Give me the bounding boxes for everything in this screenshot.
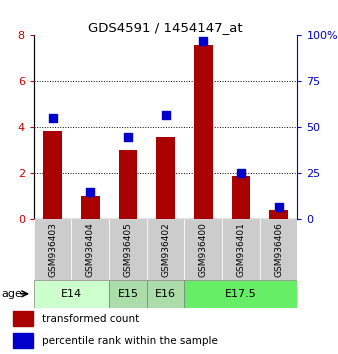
Text: age: age (2, 289, 23, 299)
Bar (34, 280, 109, 308)
Bar (147, 280, 185, 308)
Bar (232, 176, 250, 219)
Point (50, 115, 55, 121)
Bar (109, 219, 147, 280)
Bar (260, 219, 297, 280)
Bar (13, 333, 33, 348)
Bar (43, 131, 62, 219)
Bar (185, 280, 297, 308)
Bar (156, 137, 175, 219)
Bar (34, 219, 71, 280)
Text: transformed count: transformed count (43, 314, 140, 324)
Bar (109, 280, 147, 308)
Text: E16: E16 (155, 289, 176, 299)
Point (238, 171, 244, 176)
Text: GSM936403: GSM936403 (48, 222, 57, 277)
Text: GSM936400: GSM936400 (199, 222, 208, 277)
Text: GSM936405: GSM936405 (123, 222, 132, 277)
Text: E17.5: E17.5 (225, 289, 257, 299)
Point (200, 38, 206, 44)
Point (276, 204, 281, 210)
Text: E14: E14 (61, 289, 82, 299)
Bar (71, 219, 109, 280)
Bar (147, 219, 185, 280)
Text: GSM936406: GSM936406 (274, 222, 283, 277)
Bar (185, 219, 222, 280)
Bar (81, 196, 100, 219)
Bar (222, 219, 260, 280)
Title: GDS4591 / 1454147_at: GDS4591 / 1454147_at (88, 21, 243, 34)
Text: GSM936402: GSM936402 (161, 222, 170, 277)
Text: percentile rank within the sample: percentile rank within the sample (43, 336, 218, 346)
Point (88, 189, 93, 195)
Text: GSM936404: GSM936404 (86, 222, 95, 277)
Bar (194, 45, 213, 219)
Point (125, 134, 131, 139)
Text: GSM936401: GSM936401 (237, 222, 245, 277)
Bar (13, 311, 33, 326)
Bar (269, 210, 288, 219)
Point (163, 112, 168, 118)
Text: E15: E15 (118, 289, 139, 299)
Bar (119, 150, 137, 219)
